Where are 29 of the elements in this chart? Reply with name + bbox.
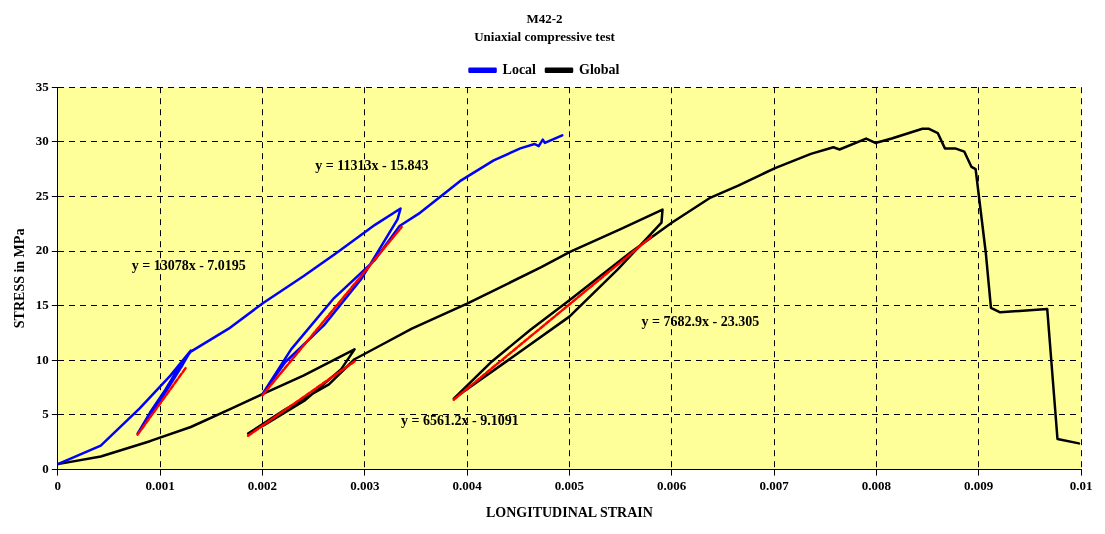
x-tick-label: 0.004 bbox=[452, 477, 483, 493]
x-axis-title: LONGITUDINAL STRAIN bbox=[485, 505, 653, 521]
y-tick-label: 30 bbox=[35, 133, 49, 149]
x-tick-label: 0.008 bbox=[861, 477, 892, 493]
annotation: y = 11313x - 15.843 bbox=[315, 158, 429, 174]
chart-subtitle: Uniaxial compressive test bbox=[474, 28, 616, 44]
y-tick-label: 25 bbox=[35, 187, 50, 203]
x-tick-label: 0.009 bbox=[964, 477, 994, 493]
y-tick-label: 0 bbox=[42, 460, 49, 476]
annotation: y = 6561.2x - 9.1091 bbox=[401, 413, 519, 429]
y-axis-title: STRESS in MPa bbox=[12, 228, 28, 329]
x-tick-label: 0.005 bbox=[554, 477, 585, 493]
y-tick-label: 20 bbox=[35, 242, 49, 258]
legend-label: Global bbox=[578, 61, 620, 77]
y-tick-label: 5 bbox=[42, 406, 50, 422]
x-tick-label: 0.003 bbox=[350, 477, 380, 493]
chart-title: M42-2 bbox=[526, 11, 563, 27]
y-tick-label: 35 bbox=[35, 78, 50, 94]
legend-label: Local bbox=[502, 61, 537, 77]
y-tick-label: 10 bbox=[35, 351, 49, 367]
x-tick-label: 0.007 bbox=[759, 477, 790, 493]
x-tick-label: 0 bbox=[54, 477, 62, 493]
annotation: y = 7682.9x - 23.305 bbox=[641, 313, 760, 329]
annotation: y = 13078x - 7.0195 bbox=[131, 258, 246, 274]
y-tick-label: 15 bbox=[35, 297, 50, 313]
x-tick-label: 0.002 bbox=[247, 477, 278, 493]
x-tick-label: 0.01 bbox=[1069, 477, 1093, 493]
x-tick-label: 0.001 bbox=[145, 477, 175, 493]
x-tick-label: 0.006 bbox=[657, 477, 687, 493]
